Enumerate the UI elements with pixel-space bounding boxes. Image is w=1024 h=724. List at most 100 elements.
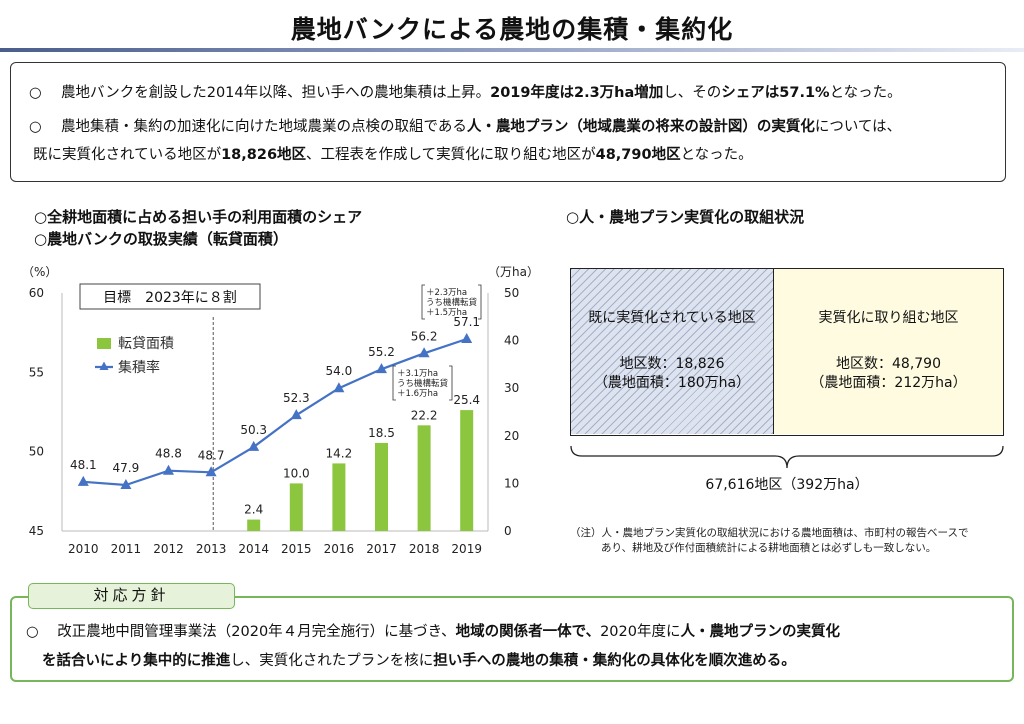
summary-text: については、 — [814, 119, 902, 135]
y-right-tick-label: 0 — [504, 524, 512, 538]
bar-value-label: 2.4 — [244, 503, 263, 517]
x-tick-label: 2010 — [68, 542, 99, 556]
callout-2019-bracket-left — [421, 284, 425, 320]
line-marker — [376, 363, 387, 374]
line-marker — [461, 333, 473, 344]
policy-emphasis: 担い手への農地の集積・集約化の具体化を順次進める。 — [433, 653, 796, 669]
x-tick-label: 2017 — [366, 542, 397, 556]
bullet-mark: ○ — [29, 85, 42, 101]
line-value-label: 48.8 — [155, 447, 182, 461]
legend-bar-label: 転貸面積 — [118, 336, 174, 352]
summary-emphasis: シェアは57.1% — [721, 85, 830, 101]
plan-in-progress-area: 実質化に取り組む地区 地区数：48,790 （農地面積：212万ha） — [774, 269, 1003, 434]
total-brace — [570, 445, 1004, 469]
line-marker — [418, 347, 430, 358]
plan-note-line-1: （注）人・農地プラン実質化の取組状況における農地面積は、市町村の報告ベースで — [570, 527, 969, 539]
legend-bar-swatch — [97, 338, 111, 349]
bullet-mark: ○ — [26, 624, 39, 640]
y-left-tick-label: 55 — [29, 365, 44, 379]
y-right-tick-label: 50 — [504, 286, 519, 300]
x-tick-label: 2012 — [153, 542, 184, 556]
callout-2019-text: ＋2.3万ha — [426, 288, 467, 298]
line-value-label: 50.3 — [240, 423, 267, 437]
callout-2019-bracket-right — [478, 284, 482, 320]
chart-heading-bank: ○農地バンクの取扱実績（転貸面積） — [34, 230, 288, 248]
summary-emphasis: 人・農地プラン（地域農業の将来の設計図）の実質化 — [466, 119, 815, 135]
line-marker — [77, 475, 89, 486]
callout-2018-bracket-left — [392, 365, 396, 401]
plan-note-line-2: あり、耕地及び作付面積統計による耕地面積とは必ずしも一致しない。 — [601, 542, 937, 554]
bullet-mark: ○ — [29, 119, 42, 135]
y-left-unit: （%） — [22, 265, 57, 279]
line-value-label: 57.1 — [453, 315, 480, 329]
policy-line-1: ○ 改正農地中間管理事業法（2020年４月完全施行）に基づき、地域の関係者一体で… — [26, 620, 840, 641]
title-underline — [0, 48, 1024, 52]
policy-emphasis: 地域の関係者一体で、 — [455, 624, 601, 640]
line-marker — [290, 409, 302, 420]
line-marker — [248, 440, 260, 451]
chart-heading-share: ○全耕地面積に占める担い手の利用面積のシェア — [34, 208, 363, 226]
summary-emphasis: 2019年度は2.3万ha増加 — [490, 85, 664, 101]
plan-heading: ○人・農地プラン実質化の取組状況 — [566, 208, 805, 226]
line-value-label: 52.3 — [283, 391, 310, 405]
summary-text: 農地集積・集約の加速化に向けた地域農業の点検の取組である — [61, 119, 467, 135]
y-right-tick-label: 20 — [504, 429, 519, 443]
callout-2019-text: ＋1.5万ha — [426, 308, 467, 318]
y-right-tick-label: 10 — [504, 476, 519, 490]
y-left-tick-label: 45 — [29, 524, 44, 538]
plan-realized-count: 地区数：18,826 — [619, 356, 725, 372]
bar-value-label: 10.0 — [283, 466, 310, 480]
line-value-label: 54.0 — [326, 364, 353, 378]
line-value-label: 56.2 — [411, 329, 438, 343]
line-marker — [163, 464, 174, 475]
summary-text: 農地バンクを創設した2014年以降、担い手への農地集積は上昇。 — [61, 85, 491, 101]
line-marker — [120, 478, 132, 489]
x-tick-label: 2015 — [281, 542, 312, 556]
line-marker — [205, 466, 217, 477]
legend-line-marker — [99, 361, 109, 370]
bar — [460, 410, 474, 531]
callout-2018-text: うち機構転貸 — [397, 378, 449, 389]
y-right-unit: （万ha） — [488, 265, 539, 279]
y-left-tick-label: 60 — [29, 286, 44, 300]
plan-realized-title: 既に実質化されている地区 — [588, 310, 756, 326]
bar-value-label: 14.2 — [326, 446, 353, 460]
policy-emphasis: を話合いにより集中的に推進 — [42, 653, 231, 669]
bar — [417, 425, 431, 531]
bar — [247, 519, 261, 531]
plan-realized-area: 既に実質化されている地区 地区数：18,826 （農地面積：180万ha） — [571, 269, 774, 434]
callout-2018-text: ＋3.1万ha — [397, 369, 438, 379]
plan-realized-area-value: （農地面積：180万ha） — [593, 375, 751, 391]
callout-2018-text: ＋1.6万ha — [397, 389, 438, 399]
target-box — [79, 283, 261, 310]
line-value-label: 55.2 — [368, 345, 395, 359]
plan-status-box: 既に実質化されている地区 地区数：18,826 （農地面積：180万ha） 実質… — [570, 268, 1004, 436]
policy-emphasis: 人・農地プランの実質化 — [680, 624, 840, 640]
plan-in-progress-count: 地区数：48,790 — [836, 356, 941, 372]
x-tick-label: 2019 — [451, 542, 482, 556]
summary-text: し、その — [663, 85, 722, 101]
x-tick-label: 2013 — [196, 542, 227, 556]
line-value-label: 48.1 — [70, 458, 97, 472]
x-tick-label: 2011 — [111, 542, 142, 556]
policy-text: し、実質化されたプランを核に — [230, 653, 434, 669]
bar — [289, 483, 303, 531]
summary-text: となった。 — [829, 85, 902, 101]
bar-value-label: 22.2 — [411, 408, 438, 422]
policy-line-2: を話合いにより集中的に推進し、実質化されたプランを核に担い手への農地の集積・集約… — [42, 649, 796, 670]
policy-text: 改正農地中間管理事業法（2020年４月完全施行）に基づき、 — [57, 624, 456, 640]
y-left-tick-label: 50 — [29, 445, 44, 459]
summary-box: ○ 農地バンクを創設した2014年以降、担い手への農地集積は上昇。2019年度は… — [10, 62, 1006, 182]
summary-emphasis: 48,790地区 — [595, 147, 681, 163]
bar — [332, 463, 346, 531]
legend-line-label: 集積率 — [118, 359, 160, 376]
summary-text: 既に実質化されている地区が — [33, 147, 222, 163]
y-right-tick-label: 30 — [504, 381, 519, 395]
callout-2019-text: うち機構転貸 — [426, 297, 478, 308]
summary-text: となった。 — [680, 147, 753, 163]
callout-2018-bracket-right — [449, 365, 453, 401]
summary-emphasis: 18,826地区 — [221, 147, 307, 163]
target-label: 目標 2023年に８割 — [103, 289, 237, 306]
bar-value-label: 25.4 — [453, 393, 480, 407]
line-value-label: 47.9 — [113, 461, 140, 475]
